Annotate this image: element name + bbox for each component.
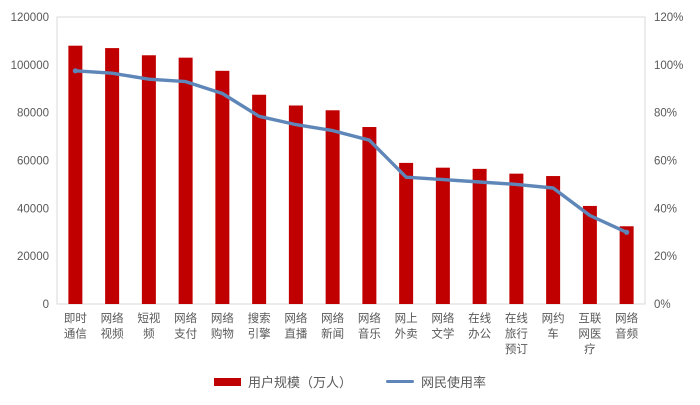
x-axis-label-网络音乐: 网络音乐 [358, 311, 381, 341]
legend-item-user-scale: 用户规模（万人） [213, 372, 352, 391]
right-axis-tick-label: 40% [654, 203, 677, 215]
left-axis-tick-label: 0 [43, 299, 49, 311]
x-axis-label-网络视频: 网络视频 [101, 311, 124, 341]
x-axis-label-短视频: 短视频 [137, 311, 160, 341]
x-axis-label-网络文学: 网络文学 [431, 311, 454, 341]
right-axis-tick-label: 20% [654, 251, 677, 263]
bar-网络新闻 [325, 110, 340, 305]
right-axis-tick-label: 100% [654, 60, 683, 72]
x-axis-label-网络直播: 网络直播 [284, 311, 307, 341]
right-axis-tick-label: 80% [654, 108, 677, 120]
bar-即时通信 [68, 45, 83, 304]
right-axis-tick-label: 0% [654, 299, 671, 311]
right-axis-tick-label: 120% [654, 12, 683, 24]
legend: 用户规模（万人） 网民使用率 [0, 372, 700, 391]
bar-网络直播 [288, 105, 303, 304]
x-axis-label-网络音频: 网络音频 [615, 311, 638, 341]
bar-短视频 [141, 55, 156, 305]
x-axis-label-在线办公: 在线办公 [468, 311, 491, 341]
legend-item-usage-rate: 网民使用率 [386, 372, 486, 391]
left-axis-tick-label: 60000 [17, 156, 49, 168]
line-endpoint-marker [624, 229, 630, 235]
x-axis-label-网络支付: 网络支付 [174, 311, 197, 341]
bar-搜索引擎 [252, 94, 267, 305]
bar-网络音乐 [362, 127, 377, 305]
plot-border [56, 16, 646, 305]
plot-canvas: 0 20000 40000 60000 80000 100000 120000 0% 20% 40… [11, 12, 684, 356]
left-axis-tick-label: 40000 [17, 203, 49, 215]
x-axis-label-网约车: 网约车 [542, 311, 565, 341]
left-axis-tick-label: 80000 [17, 108, 49, 120]
bar-网约车 [546, 176, 561, 304]
line-series-swatch [386, 379, 414, 384]
bar-网络文学 [435, 167, 450, 304]
x-axis-label-网络新闻: 网络新闻 [321, 311, 344, 341]
line-endpoint-marker [72, 68, 78, 74]
x-axis-label-网络购物: 网络购物 [211, 311, 234, 341]
x-axis-label-网上外卖: 网上外卖 [395, 312, 418, 341]
x-axis-label-互联网医疗: 互联网医疗 [578, 311, 601, 356]
bar-在线旅行预订 [509, 173, 524, 304]
usage-rate-line [73, 69, 629, 235]
x-axis-label-即时通信: 即时通信 [64, 312, 87, 341]
left-axis-tick-label: 20000 [17, 251, 49, 263]
bar-网络支付 [178, 57, 193, 305]
bar-网络购物 [215, 70, 230, 304]
legend-label-usage-rate: 网民使用率 [421, 375, 487, 390]
bar-网络视频 [105, 48, 120, 304]
x-axis-label-搜索引擎: 搜索引擎 [248, 311, 271, 341]
left-axis-tick-label: 120000 [11, 12, 49, 24]
bar-在线办公 [472, 168, 487, 304]
x-axis-label-在线旅行预订: 在线旅行预订 [505, 311, 528, 356]
left-axis-tick-label: 100000 [11, 60, 49, 72]
right-axis-tick-label: 60% [654, 156, 677, 168]
bar-互联网医疗 [582, 205, 597, 304]
bar-网上外卖 [399, 162, 414, 304]
bar-series-swatch [213, 377, 241, 386]
legend-label-user-scale: 用户规模（万人） [247, 375, 352, 390]
bar-网络音频 [619, 226, 634, 304]
